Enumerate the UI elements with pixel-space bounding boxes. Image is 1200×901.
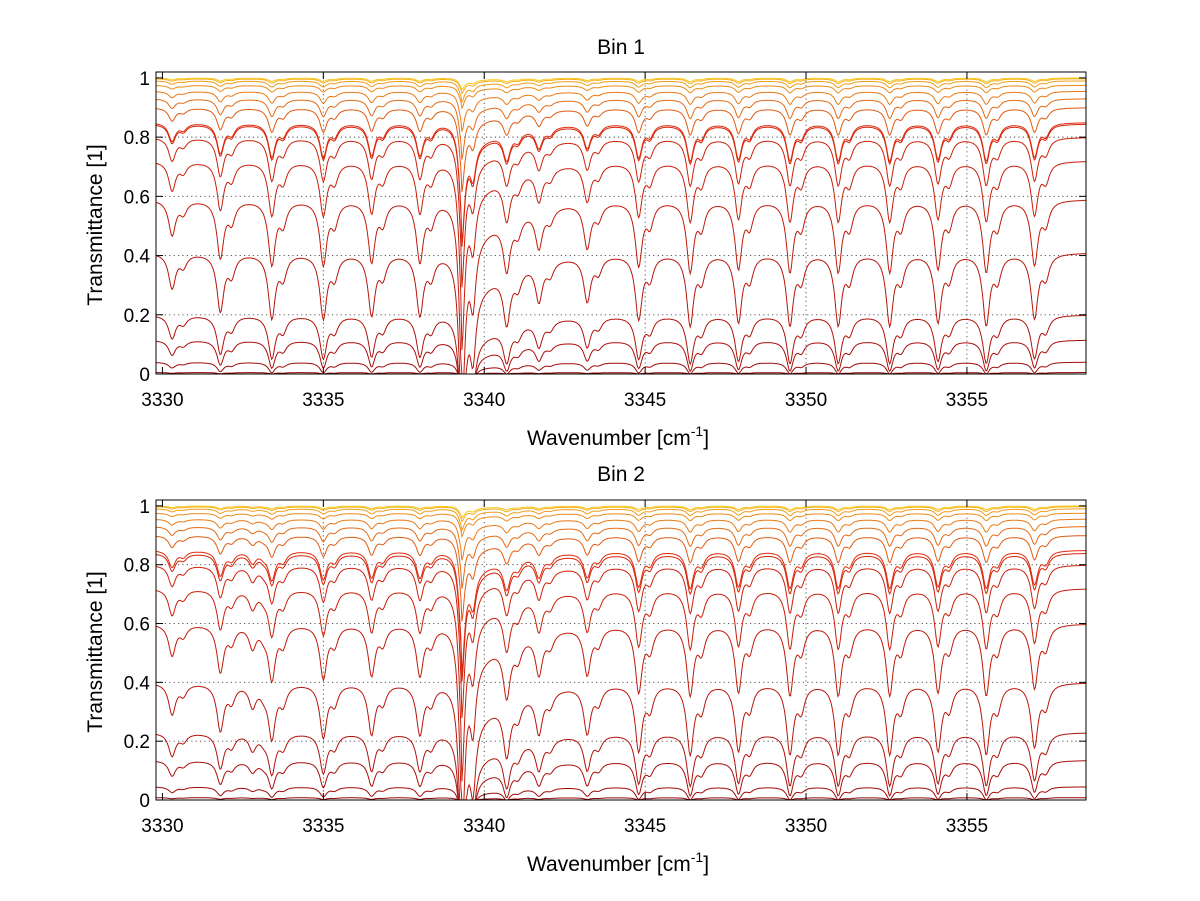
x-tick-label: 3335: [302, 390, 344, 411]
spectrum-line: [155, 506, 1086, 523]
spectrum-line: [155, 253, 1086, 375]
chart-bin-2: Bin 2 3330 3335 3340 3345 3350 3355 0 0.2 0.4 0.6…: [84, 463, 1087, 876]
y-tick-label: 0.2: [124, 306, 150, 327]
spectrum-line: [155, 550, 1086, 673]
x-axis-label: Wavenumber [cm-1]: [527, 849, 709, 876]
y-tick-label: 0.6: [124, 615, 150, 636]
spectrum-line: [155, 526, 1086, 589]
y-tick-label: 0.6: [124, 187, 150, 208]
chart-bin-1: Bin 1 3330 3335 3340 3345 3350 3355 0 0.2 0.4 0.6…: [84, 36, 1087, 450]
spectrum-line: [156, 80, 1086, 104]
y-axis-label: Transmittance [1]: [84, 144, 107, 305]
series-lines: [155, 505, 1086, 801]
x-tick-label: 3330: [141, 390, 183, 411]
spectrum-line: [156, 77, 1086, 91]
y-tick-label: 1: [139, 497, 150, 518]
y-tick-label: 0: [139, 791, 150, 812]
spectrum-line: [155, 199, 1086, 375]
spectrum-line: [155, 339, 1086, 375]
y-tick-label: 0.4: [124, 247, 151, 268]
y-tick-label: 0.8: [124, 128, 150, 149]
spectrum-line: [155, 588, 1086, 782]
spectrum-line: [156, 786, 1086, 801]
x-tick-label: 3355: [946, 816, 988, 837]
spectrum-line: [155, 361, 1086, 375]
y-tick-label: 1: [139, 69, 150, 90]
spectrum-line: [155, 107, 1086, 193]
spectrum-line: [155, 315, 1086, 375]
spectrum-line: [155, 682, 1086, 801]
spectrum-line: [156, 505, 1086, 519]
spectrum-line: [155, 553, 1086, 682]
spectrum-line: [156, 797, 1086, 801]
x-tick-label: 3335: [302, 816, 344, 837]
spectrum-line: [155, 123, 1086, 247]
plot-frame: [155, 71, 1087, 375]
spectrum-line: [155, 732, 1086, 801]
spectrum-line: [155, 518, 1086, 561]
y-tick-label: 0.2: [124, 732, 150, 753]
spectrum-line: [155, 84, 1086, 110]
chart-title: Bin 1: [597, 36, 645, 59]
axis-ticks: 3330 3335 3340 3345 3350 3355 0 0.2 0.4 0.6 0.8 1: [124, 69, 1086, 411]
grid-lines: [156, 72, 1086, 374]
spectrum-line: [155, 760, 1086, 801]
y-tick-label: 0.8: [124, 556, 150, 577]
x-tick-label: 3340: [463, 816, 505, 837]
spectrum-line: [155, 564, 1086, 719]
y-tick-label: 0: [139, 365, 150, 386]
spectrum-line: [156, 512, 1086, 539]
spectrum-line: [156, 90, 1086, 132]
spectrum-line: [155, 624, 1086, 801]
plot-frame: [155, 499, 1087, 801]
spectrum-line: [155, 122, 1086, 243]
x-tick-label: 3345: [624, 390, 666, 411]
spectrum-line: [155, 98, 1086, 160]
x-tick-label: 3350: [785, 390, 827, 411]
spectrum-line: [156, 508, 1086, 532]
x-tick-label: 3340: [463, 390, 505, 411]
axis-ticks: 3330 3335 3340 3345 3350 3355 0 0.2 0.4 0.6 0.8 1: [124, 497, 1086, 837]
x-tick-label: 3350: [785, 816, 827, 837]
x-tick-label: 3330: [141, 816, 183, 837]
x-axis-label: Wavenumber [cm-1]: [527, 423, 709, 450]
spectrum-line: [155, 535, 1086, 622]
series-lines: [155, 77, 1087, 375]
spectrum-line: [155, 161, 1086, 351]
x-tick-label: 3355: [946, 390, 988, 411]
spectrum-line: [155, 137, 1087, 288]
chart-title: Bin 2: [597, 463, 645, 486]
spectrum-line: [156, 372, 1086, 375]
grid-lines: [156, 500, 1086, 800]
spectrum-line: [156, 78, 1086, 95]
x-tick-label: 3345: [624, 816, 666, 837]
y-axis-label: Transmittance [1]: [84, 571, 107, 732]
y-tick-label: 0.4: [124, 673, 151, 694]
